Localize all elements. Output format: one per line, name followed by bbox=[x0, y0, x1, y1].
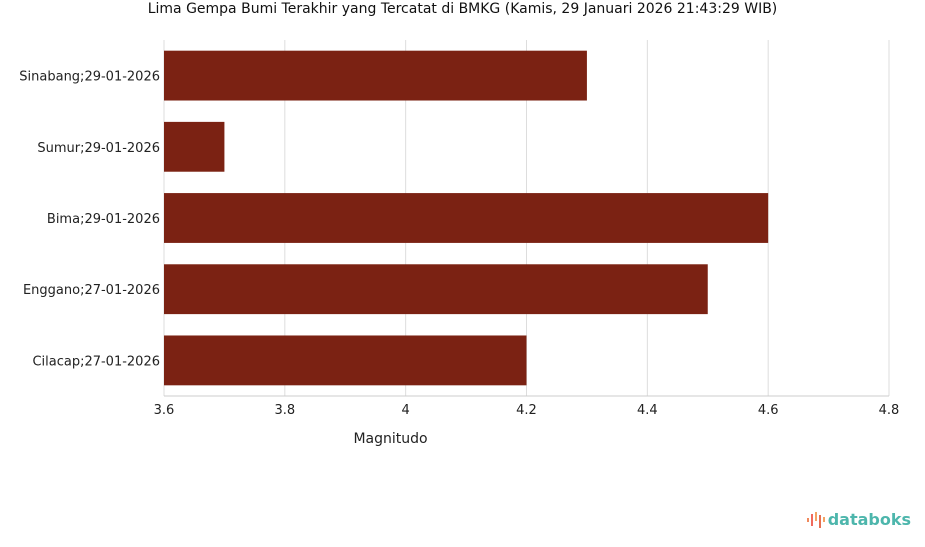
y-category-label: Cilacap;27-01-2026 bbox=[32, 354, 160, 369]
bar bbox=[164, 193, 769, 243]
x-tick-label: 3.8 bbox=[274, 403, 295, 418]
bar bbox=[164, 50, 587, 101]
chart-title: Lima Gempa Bumi Terakhir yang Tercatat d… bbox=[147, 1, 778, 17]
x-tick-label: 4 bbox=[402, 403, 410, 418]
logo-bars-icon bbox=[806, 512, 825, 528]
x-tick-label: 4.2 bbox=[516, 403, 537, 418]
x-tick-label: 4.6 bbox=[758, 403, 779, 418]
logo-text: databoks bbox=[827, 510, 911, 529]
bar bbox=[164, 121, 225, 172]
databoks-logo: databoks bbox=[806, 510, 911, 529]
x-tick-label: 4.4 bbox=[637, 403, 658, 418]
y-category-label: Sumur;29-01-2026 bbox=[37, 141, 160, 156]
y-category-label: Sinabang;29-01-2026 bbox=[19, 70, 160, 85]
y-category-label: Bima;29-01-2026 bbox=[47, 212, 160, 227]
bar bbox=[164, 264, 708, 315]
y-category-label: Enggano;27-01-2026 bbox=[23, 283, 160, 298]
x-tick-label: 3.6 bbox=[154, 403, 175, 418]
x-tick-label: 4.8 bbox=[879, 403, 900, 418]
x-axis-title: Magnitudo bbox=[353, 431, 427, 447]
bar bbox=[164, 335, 527, 386]
